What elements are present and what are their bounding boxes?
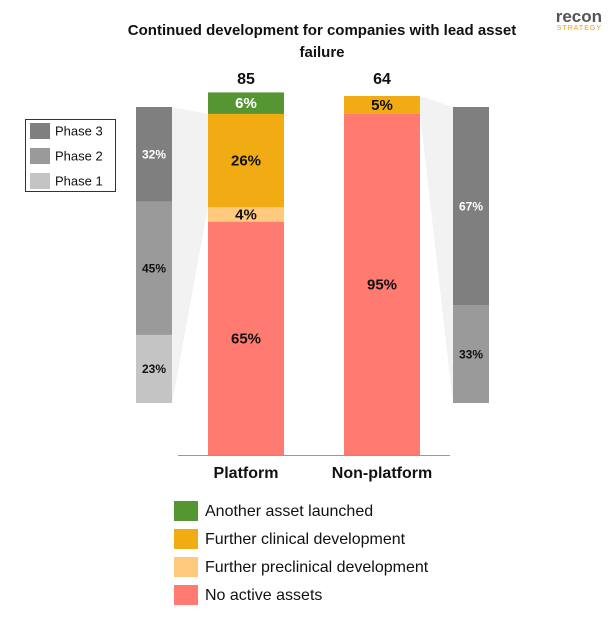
bar-segment: [344, 96, 420, 114]
value-label: 26%: [231, 153, 261, 170]
total-label: 64: [373, 71, 391, 88]
bar-segment: [136, 334, 172, 403]
value-label: 65%: [231, 330, 261, 347]
connector: [172, 107, 208, 403]
bar-segment: [453, 107, 489, 306]
legend-swatch: [30, 148, 50, 164]
bar-segment: [208, 207, 284, 222]
legend-label: Phase 3: [55, 123, 103, 138]
bar-segment: [136, 201, 172, 335]
value-label: 5%: [371, 97, 393, 114]
legend-swatch: [30, 123, 50, 139]
legend-label: Further preclinical development: [205, 559, 429, 576]
bar-segment: [208, 92, 284, 114]
value-label: 95%: [367, 276, 397, 293]
connector: [420, 96, 453, 403]
value-label: 23%: [142, 362, 166, 376]
bar-segment: [208, 113, 284, 208]
value-label: 45%: [142, 261, 166, 275]
bar-segment: [208, 221, 284, 455]
bar-segment: [453, 305, 489, 403]
legend-swatch: [174, 585, 198, 605]
value-label: 6%: [235, 95, 257, 112]
value-label: 67%: [459, 199, 483, 213]
legend-label: No active assets: [205, 587, 322, 604]
legend-swatch: [174, 529, 198, 549]
legend-label: Phase 2: [55, 148, 103, 163]
total-label: 85: [237, 71, 255, 88]
x-tick-label: Non-platform: [332, 465, 432, 482]
legend-swatch: [174, 501, 198, 521]
legend-swatch: [174, 557, 198, 577]
logo: recon STRATEGY: [556, 8, 602, 32]
logo-sub: STRATEGY: [556, 25, 602, 32]
chart-title: Continued development for companies with…: [127, 22, 517, 61]
legend-label: Phase 1: [55, 173, 103, 188]
value-label: 33%: [459, 347, 483, 361]
x-tick-label: Platform: [214, 465, 279, 482]
logo-main: recon: [555, 7, 602, 26]
value-label: 4%: [235, 206, 257, 223]
bar-segment: [344, 113, 420, 455]
legend-swatch: [30, 173, 50, 189]
legend-label: Another asset launched: [205, 503, 373, 520]
legend-label: Further clinical development: [205, 531, 406, 548]
value-label: 32%: [142, 148, 166, 162]
bar-segment: [136, 107, 172, 202]
